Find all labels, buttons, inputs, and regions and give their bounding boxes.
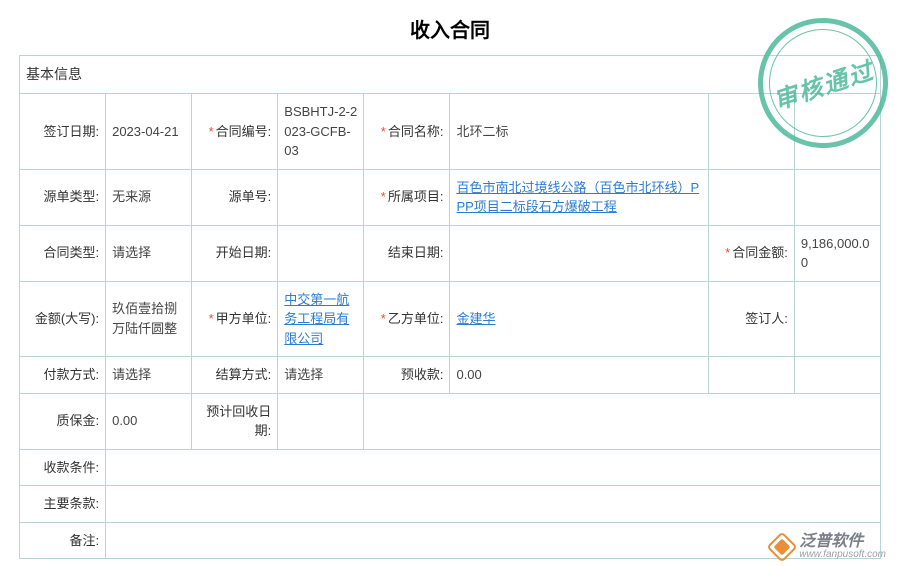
row-1: 签订日期: 2023-04-21 *合同编号: BSBHTJ-2-2023-GC… [20,94,881,170]
remark-label: 备注: [20,522,106,559]
row-6: 质保金: 0.00 预计回收日期: [20,393,881,449]
row-5: 付款方式: 请选择 结算方式: 请选择 预收款: 0.00 [20,357,881,394]
project-link[interactable]: 百色市南北过境线公路（百色市北环线）PPP项目二标段石方爆破工程 [456,180,699,215]
recover-date-label: 预计回收日期: [192,393,278,449]
section-title: 基本信息 [20,56,881,94]
contract-type-label: 合同类型: [20,225,106,281]
source-type-label: 源单类型: [20,169,106,225]
row-3: 合同类型: 请选择 开始日期: 结束日期: *合同金额: 9,186,000.0… [20,225,881,281]
signer-value [794,281,880,357]
contract-name-label: *合同名称: [364,94,450,170]
settle-method-value[interactable]: 请选择 [278,357,364,394]
contract-form-table: 基本信息 签订日期: 2023-04-21 *合同编号: BSBHTJ-2-20… [19,55,881,559]
row-9: 备注: [20,522,881,559]
remark-value [106,522,881,559]
retention-label: 质保金: [20,393,106,449]
settle-method-label: 结算方式: [192,357,278,394]
retention-value: 0.00 [106,393,192,449]
contract-no-label: *合同编号: [192,94,278,170]
party-b-label-text: 乙方单位: [388,311,444,326]
contract-name-value: 北环二标 [450,94,708,170]
pay-method-value[interactable]: 请选择 [106,357,192,394]
contract-type-value[interactable]: 请选择 [106,225,192,281]
contract-amount-label: *合同金额: [708,225,794,281]
receive-cond-label: 收款条件: [20,449,106,486]
prepay-value: 0.00 [450,357,708,394]
amount-cn-label: 金额(大写): [20,281,106,357]
contract-no-value: BSBHTJ-2-2023-GCFB-03 [278,94,364,170]
receive-cond-value [106,449,881,486]
section-header-row: 基本信息 [20,56,881,94]
source-no-value [278,169,364,225]
page-title: 收入合同 [0,0,900,55]
row-4: 金额(大写): 玖佰壹拾捌万陆仟圆整 *甲方单位: 中交第一航务工程局有限公司 … [20,281,881,357]
pay-method-label: 付款方式: [20,357,106,394]
recover-date-value [278,393,364,449]
project-label: *所属项目: [364,169,450,225]
project-value[interactable]: 百色市南北过境线公路（百色市北环线）PPP项目二标段石方爆破工程 [450,169,708,225]
main-terms-value [106,486,881,523]
end-date-value [450,225,708,281]
sign-date-label: 签订日期: [20,94,106,170]
row-8: 主要条款: [20,486,881,523]
source-no-label: 源单号: [192,169,278,225]
contract-amount-value: 9,186,000.00 [794,225,880,281]
row-2: 源单类型: 无来源 源单号: *所属项目: 百色市南北过境线公路（百色市北环线）… [20,169,881,225]
row-7: 收款条件: [20,449,881,486]
sign-date-value: 2023-04-21 [106,94,192,170]
party-b-link[interactable]: 金建华 [456,311,495,326]
contract-no-label-text: 合同编号: [216,124,272,139]
party-a-value[interactable]: 中交第一航务工程局有限公司 [278,281,364,357]
amount-cn-value: 玖佰壹拾捌万陆仟圆整 [106,281,192,357]
project-label-text: 所属项目: [388,189,444,204]
contract-name-label-text: 合同名称: [388,124,444,139]
end-date-label: 结束日期: [364,225,450,281]
signer-label: 签订人: [708,281,794,357]
party-a-label-text: 甲方单位: [216,311,272,326]
main-terms-label: 主要条款: [20,486,106,523]
prepay-label: 预收款: [364,357,450,394]
party-b-value[interactable]: 金建华 [450,281,708,357]
party-a-label: *甲方单位: [192,281,278,357]
start-date-value [278,225,364,281]
contract-amount-label-text: 合同金额: [732,245,788,260]
party-b-label: *乙方单位: [364,281,450,357]
start-date-label: 开始日期: [192,225,278,281]
source-type-value: 无来源 [106,169,192,225]
party-a-link[interactable]: 中交第一航务工程局有限公司 [284,292,349,346]
